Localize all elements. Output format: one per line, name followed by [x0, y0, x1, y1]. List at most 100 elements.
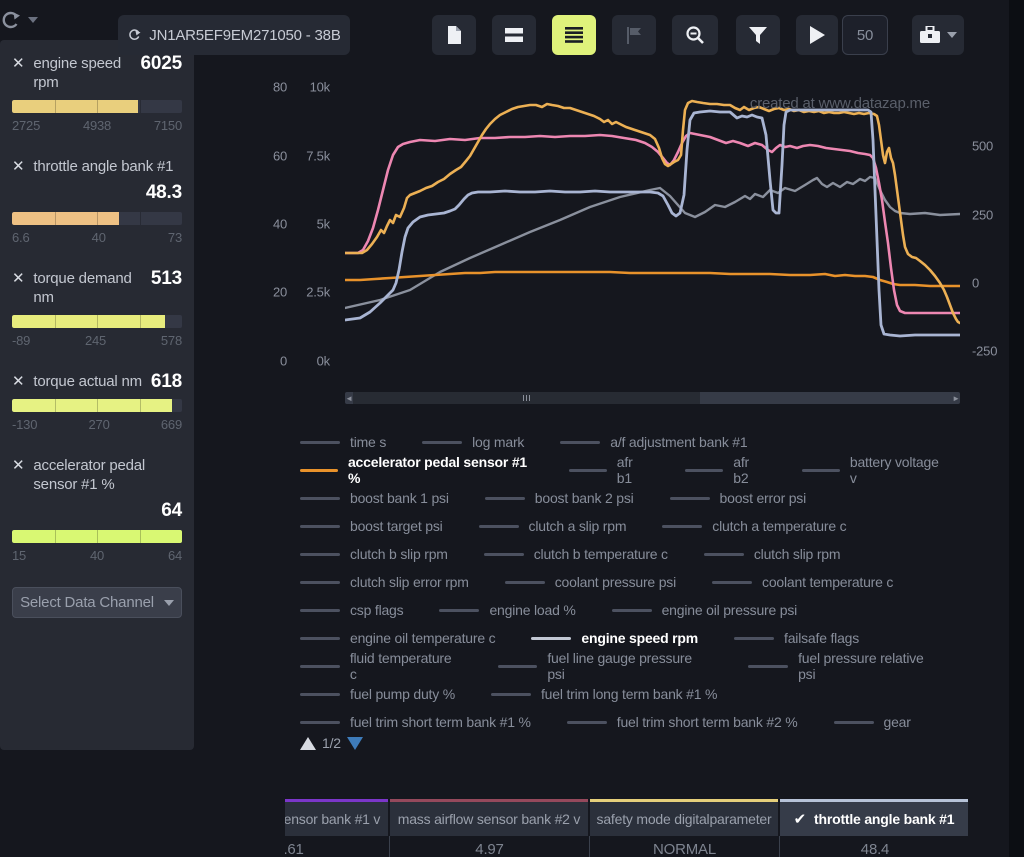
legend-label: accelerator pedal sensor #1 %	[348, 454, 533, 486]
legend-item-clutch-a-temperature-c[interactable]: clutch a temperature c	[662, 518, 846, 534]
legend-item-clutch-b-temperature-c[interactable]: clutch b temperature c	[484, 546, 668, 562]
cursor-cell-mass-airflow-sensor-bank-1-v[interactable]: ✔mass airflow sensor bank #1 v4.61	[285, 799, 390, 857]
gauge-label: engine speed rpm	[33, 54, 131, 92]
document-icon	[445, 25, 463, 45]
legend-swatch	[834, 721, 874, 724]
legend-label: clutch b slip rpm	[350, 546, 448, 562]
gauge-throttle-angle-bank-1: ✕throttle angle bank #148.36.64073	[12, 157, 182, 245]
axis-tick: 40	[273, 217, 287, 232]
legend-label: fluid temperature c	[350, 650, 462, 682]
legend-label: engine oil pressure psi	[662, 602, 797, 618]
legend-item-gear[interactable]: gear	[834, 714, 911, 730]
chevron-down-icon	[164, 600, 174, 606]
legend-item-fuel-trim-short-term-bank-2-[interactable]: fuel trim short term bank #2 %	[567, 714, 798, 730]
legend-item-fluid-temperature-c[interactable]: fluid temperature c	[300, 650, 462, 682]
legend-row: fluid temperature c fuel line gauge press…	[300, 652, 980, 680]
remove-channel-icon[interactable]: ✕	[12, 157, 24, 176]
legend-swatch	[300, 553, 340, 556]
gauge-value: 618	[151, 372, 182, 391]
legend-item-afr-b2[interactable]: afr b2	[685, 454, 765, 486]
list-view-button[interactable]	[552, 15, 596, 55]
legend-item-coolant-temperature-c[interactable]: coolant temperature c	[712, 574, 893, 590]
scroll-right-arrow[interactable]: ►	[952, 392, 960, 404]
chevron-down-icon	[947, 32, 957, 38]
zoom-out-button[interactable]	[672, 15, 718, 55]
legend-item-afr-b1[interactable]: afr b1	[569, 454, 649, 486]
axis-tick: 2.5k	[306, 285, 330, 300]
legend-item-engine-load-[interactable]: engine load %	[439, 602, 575, 618]
legend-item-a-f-adjustment-bank-1[interactable]: a/f adjustment bank #1	[560, 434, 747, 450]
legend-item-fuel-line-gauge-pressure-psi[interactable]: fuel line gauge pressure psi	[498, 650, 713, 682]
cursor-cell-value: 4.61	[285, 836, 390, 857]
scrollbar-thumb[interactable]	[353, 392, 700, 404]
refresh-icon	[0, 9, 22, 31]
legend-row: fuel pump duty % fuel trim long term bank…	[300, 680, 980, 708]
legend-item-coolant-pressure-psi[interactable]: coolant pressure psi	[505, 574, 676, 590]
flag-button[interactable]	[612, 15, 656, 55]
gauge-bar	[12, 100, 182, 113]
legend-swatch	[612, 609, 652, 612]
legend-item-boost-bank-2-psi[interactable]: boost bank 2 psi	[485, 490, 634, 506]
remove-channel-icon[interactable]: ✕	[12, 372, 24, 391]
legend-item-fuel-trim-short-term-bank-1-[interactable]: fuel trim short term bank #1 %	[300, 714, 531, 730]
legend-item-clutch-slip-rpm[interactable]: clutch slip rpm	[704, 546, 840, 562]
legend-item-engine-oil-pressure-psi[interactable]: engine oil pressure psi	[612, 602, 797, 618]
filter-button[interactable]	[736, 15, 780, 55]
chart-scrollbar[interactable]: ◄ ►	[345, 392, 960, 404]
legend-item-time-s[interactable]: time s	[300, 434, 386, 450]
legend-item-accelerator-pedal-sensor-1-[interactable]: accelerator pedal sensor #1 %	[300, 454, 533, 486]
filter-icon	[749, 27, 767, 44]
legend-label: gear	[884, 714, 911, 730]
legend-row: clutch slip error rpm coolant pressure ps…	[300, 568, 980, 596]
toolbox-button[interactable]	[912, 15, 964, 55]
check-icon: ✔	[794, 810, 806, 828]
legend-swatch	[567, 721, 607, 724]
legend-page-up-icon[interactable]	[300, 737, 316, 750]
legend-swatch	[300, 525, 340, 528]
remove-channel-icon[interactable]: ✕	[12, 54, 24, 73]
log-selector-button[interactable]: JN1AR5EF9EM271050 - 38B5A,KJ10...	[118, 15, 350, 55]
legend-item-clutch-b-slip-rpm[interactable]: clutch b slip rpm	[300, 546, 448, 562]
legend-label: boost error psi	[720, 490, 806, 506]
legend-item-engine-speed-rpm[interactable]: engine speed rpm	[531, 630, 698, 646]
cursor-cell-mass-airflow-sensor-bank-2-v[interactable]: ✔mass airflow sensor bank #2 v4.97	[390, 799, 590, 857]
legend-item-clutch-a-slip-rpm[interactable]: clutch a slip rpm	[479, 518, 627, 534]
scroll-left-arrow[interactable]: ◄	[345, 392, 353, 404]
legend-item-fuel-trim-long-term-bank-1-[interactable]: fuel trim long term bank #1 %	[491, 686, 717, 702]
gauge-value: 6025	[141, 54, 182, 73]
new-document-button[interactable]	[432, 15, 476, 55]
legend-label: fuel trim long term bank #1 %	[541, 686, 717, 702]
legend-item-engine-oil-temperature-c[interactable]: engine oil temperature c	[300, 630, 495, 646]
legend-label: log mark	[472, 434, 524, 450]
gauge-scale: -130270669	[12, 417, 182, 432]
legend-item-boost-error-psi[interactable]: boost error psi	[670, 490, 806, 506]
legend-item-csp-flags[interactable]: csp flags	[300, 602, 403, 618]
legend-swatch	[300, 665, 340, 668]
legend-label: a/f adjustment bank #1	[610, 434, 747, 450]
gauge-label: torque actual nm	[33, 372, 142, 391]
cursor-cell-safety-mode-digitalparameter[interactable]: ✔safety mode digitalparameterNORMAL	[590, 799, 780, 857]
legend-label: clutch a temperature c	[712, 518, 846, 534]
channel-legend: time s log mark a/f adjustment bank #1 acce…	[300, 428, 980, 736]
cursor-cell-throttle-angle-bank-1[interactable]: ✔throttle angle bank #148.4	[780, 799, 970, 857]
legend-page-down-icon[interactable]	[347, 737, 363, 750]
remove-channel-icon[interactable]: ✕	[12, 456, 24, 475]
legend-item-failsafe-flags[interactable]: failsafe flags	[734, 630, 859, 646]
legend-item-log-mark[interactable]: log mark	[422, 434, 524, 450]
legend-item-fuel-pressure-relative-psi[interactable]: fuel pressure relative psi	[748, 650, 944, 682]
legend-item-battery-voltage-v[interactable]: battery voltage v	[802, 454, 944, 486]
play-button[interactable]	[796, 15, 838, 55]
playback-speed-input[interactable]: 50	[842, 15, 888, 55]
select-data-channel-dropdown[interactable]: Select Data Channel	[12, 587, 182, 618]
series-torque-demand-nm	[345, 133, 960, 313]
legend-label: fuel trim short term bank #2 %	[617, 714, 798, 730]
rows-view-button[interactable]	[492, 15, 536, 55]
legend-item-clutch-slip-error-rpm[interactable]: clutch slip error rpm	[300, 574, 469, 590]
legend-item-boost-target-psi[interactable]: boost target psi	[300, 518, 443, 534]
log-chart[interactable]	[345, 80, 960, 365]
legend-item-fuel-pump-duty-[interactable]: fuel pump duty %	[300, 686, 455, 702]
gauge-scale: 272549387150	[12, 118, 182, 133]
legend-item-boost-bank-1-psi[interactable]: boost bank 1 psi	[300, 490, 449, 506]
axis-tick: 5k	[317, 217, 330, 232]
remove-channel-icon[interactable]: ✕	[12, 269, 24, 288]
